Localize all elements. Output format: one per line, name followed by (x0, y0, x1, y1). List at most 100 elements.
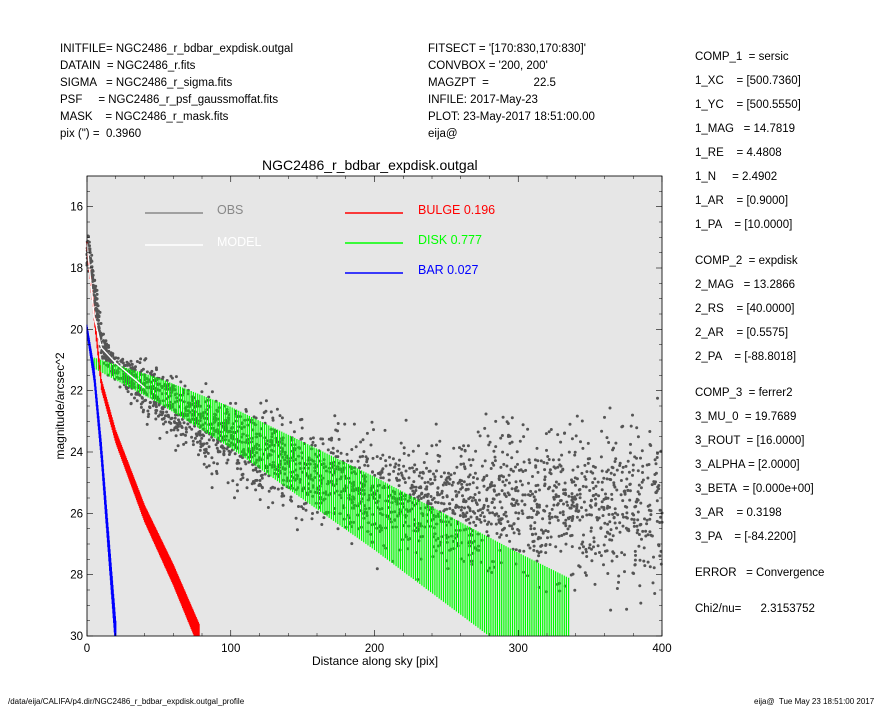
obs-point (484, 412, 488, 416)
obs-point (425, 452, 429, 456)
obs-point (311, 436, 315, 440)
obs-point (169, 421, 173, 425)
obs-point (362, 450, 366, 454)
obs-point (483, 519, 487, 523)
obs-point (394, 462, 398, 466)
legend-label-disk: DISK 0.777 (418, 233, 482, 247)
obs-point (490, 481, 494, 484)
obs-point (200, 436, 204, 440)
obs-point (210, 390, 214, 394)
obs-point (199, 433, 202, 437)
obs-point (535, 510, 539, 514)
obs-point (215, 469, 218, 473)
obs-point (547, 430, 551, 434)
obs-point (527, 481, 530, 485)
obs-point (280, 423, 284, 427)
obs-point (548, 485, 552, 489)
obs-point (566, 503, 570, 507)
obs-point (226, 481, 230, 485)
obs-point (196, 440, 199, 444)
axes-layer: 0 100 200 300 400 16 18 20 22 24 26 28 30 (70, 175, 672, 655)
obs-point (603, 521, 607, 525)
y-tick-label: 22 (70, 386, 83, 398)
obs-point (203, 448, 207, 452)
obs-point (613, 521, 617, 525)
obs-point (453, 512, 457, 516)
obs-point (235, 483, 239, 487)
obs-point (371, 456, 375, 460)
obs-point (89, 270, 93, 273)
obs-point (485, 522, 489, 526)
obs-point (523, 503, 527, 507)
obs-point (600, 480, 604, 484)
obs-point (593, 477, 597, 481)
obs-point (464, 487, 468, 491)
obs-point (628, 482, 632, 486)
obs-point (537, 503, 541, 507)
obs-point (612, 481, 616, 485)
obs-point (430, 444, 434, 448)
obs-point (564, 493, 568, 497)
param-2-ar: 2_AR = [0.5575] (695, 327, 789, 339)
obs-point (444, 483, 448, 486)
obs-point (521, 423, 525, 427)
param-1-n: 1_N = 2.4902 (695, 171, 778, 183)
obs-point (551, 489, 555, 493)
obs-point (199, 442, 203, 446)
obs-point (140, 396, 144, 399)
obs-point (536, 459, 540, 463)
obs-point (519, 479, 522, 483)
obs-point (549, 428, 553, 431)
obs-point (659, 562, 663, 566)
obs-point (436, 493, 440, 497)
obs-point (454, 506, 458, 509)
obs-point (417, 474, 421, 478)
obs-point (605, 530, 609, 534)
obs-point (560, 534, 564, 537)
obs-point (629, 442, 632, 446)
obs-point (493, 459, 497, 463)
obs-point (618, 530, 622, 534)
obs-point (173, 421, 177, 425)
obs-point (403, 481, 407, 484)
obs-point (479, 514, 483, 517)
obs-point (517, 532, 521, 536)
obs-point (439, 475, 443, 479)
obs-point (448, 507, 452, 510)
obs-point (509, 468, 513, 472)
obs-point (160, 377, 164, 381)
obs-point (656, 396, 659, 400)
obs-point (581, 515, 585, 519)
obs-point (605, 470, 609, 474)
obs-point (384, 459, 388, 463)
obs-point (641, 529, 645, 533)
obs-point (589, 529, 593, 533)
x-tick-label: 300 (509, 643, 528, 655)
obs-point (637, 544, 641, 548)
obs-point (300, 518, 304, 522)
obs-point (95, 292, 99, 296)
obs-point (322, 516, 326, 520)
obs-point (498, 535, 502, 539)
obs-point (591, 464, 595, 468)
obs-point (507, 481, 511, 485)
obs-point (632, 521, 636, 525)
obs-point (437, 459, 441, 463)
obs-point (493, 484, 496, 488)
obs-point (251, 480, 255, 483)
obs-point (417, 494, 421, 498)
obs-point (535, 502, 539, 506)
param-chi2nu: Chi2/nu= 2.3153752 (695, 603, 815, 615)
obs-point (460, 486, 464, 489)
obs-point (269, 486, 273, 490)
obs-point (635, 531, 639, 535)
obs-point (336, 527, 340, 531)
obs-point (472, 476, 475, 479)
obs-point (191, 443, 195, 447)
obs-point (170, 416, 174, 420)
header-mask: MASK = NGC2486_r_mask.fits (60, 111, 229, 123)
obs-point (552, 495, 556, 499)
obs-point (153, 372, 156, 376)
obs-point (575, 414, 579, 418)
obs-point (458, 514, 462, 518)
